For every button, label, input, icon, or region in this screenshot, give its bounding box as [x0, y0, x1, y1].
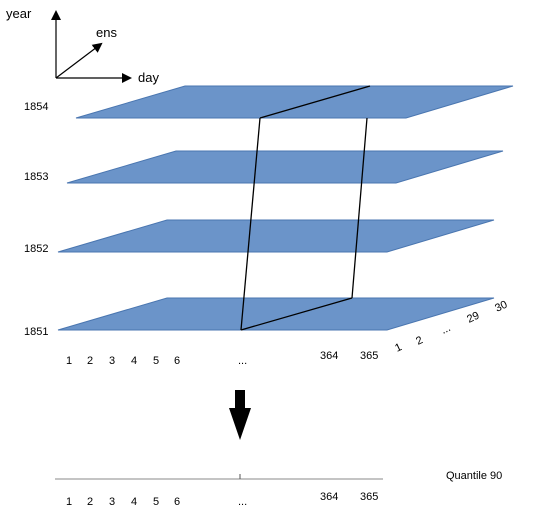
- plane-1851: [57, 297, 495, 331]
- plane-1854: [75, 85, 514, 119]
- selection-edge-right: [351, 117, 368, 299]
- year-axis-label: year: [6, 6, 32, 21]
- day-tick-label: 4: [131, 355, 137, 367]
- result-axis: Quantile 90: [55, 470, 502, 482]
- day-tick-label: 3: [109, 355, 115, 367]
- result-day-tick-label: 3: [109, 496, 115, 508]
- plane-1852: [57, 219, 495, 253]
- selection-edge-top: [259, 85, 371, 119]
- year-planes: [57, 85, 514, 331]
- ens-tick-label: 30: [493, 299, 509, 315]
- result-day-tick-label: 5: [153, 496, 159, 508]
- result-day-tick-label: 364: [320, 491, 338, 503]
- selection-edge-bottom: [240, 297, 353, 331]
- day-tick-label: 1: [66, 355, 72, 367]
- result-day-tick-label: ...: [238, 496, 247, 508]
- year-label-1854: 1854: [24, 101, 48, 113]
- plane-1853: [66, 150, 504, 184]
- day-tick-labels: 1 2 3 4 5 6 ... 364 365: [66, 350, 378, 367]
- day-tick-label: 5: [153, 355, 159, 367]
- result-day-tick-label: 2: [87, 496, 93, 508]
- result-day-tick-label: 6: [174, 496, 180, 508]
- day-tick-label: 364: [320, 350, 338, 362]
- result-day-tick-labels: 1 2 3 4 5 6 ... 364 365: [66, 491, 378, 508]
- ens-axis-label: ens: [96, 25, 117, 40]
- axis-legend: year ens day: [6, 6, 159, 85]
- result-day-tick-label: 365: [360, 491, 378, 503]
- result-day-tick-label: 1: [66, 496, 72, 508]
- ens-tick-label: 1: [393, 341, 404, 354]
- ens-tick-label: 29: [465, 310, 481, 326]
- year-labels: 1854 1853 1852 1851: [24, 101, 48, 338]
- day-tick-label: ...: [238, 355, 247, 367]
- quantile-label: Quantile 90: [446, 470, 502, 482]
- down-arrow-icon: [229, 390, 251, 440]
- year-label-1852: 1852: [24, 243, 48, 255]
- ens-tick-label: 2: [414, 334, 425, 347]
- selection-edge-left: [240, 117, 261, 331]
- day-tick-label: 6: [174, 355, 180, 367]
- day-tick-label: 365: [360, 350, 378, 362]
- day-tick-label: 2: [87, 355, 93, 367]
- ens-axis-arrow: [55, 42, 103, 79]
- day-axis-label: day: [138, 70, 159, 85]
- year-label-1851: 1851: [24, 326, 48, 338]
- result-day-tick-label: 4: [131, 496, 137, 508]
- ens-tick-label: ...: [439, 322, 452, 337]
- year-label-1853: 1853: [24, 171, 48, 183]
- selection-box: [240, 85, 371, 331]
